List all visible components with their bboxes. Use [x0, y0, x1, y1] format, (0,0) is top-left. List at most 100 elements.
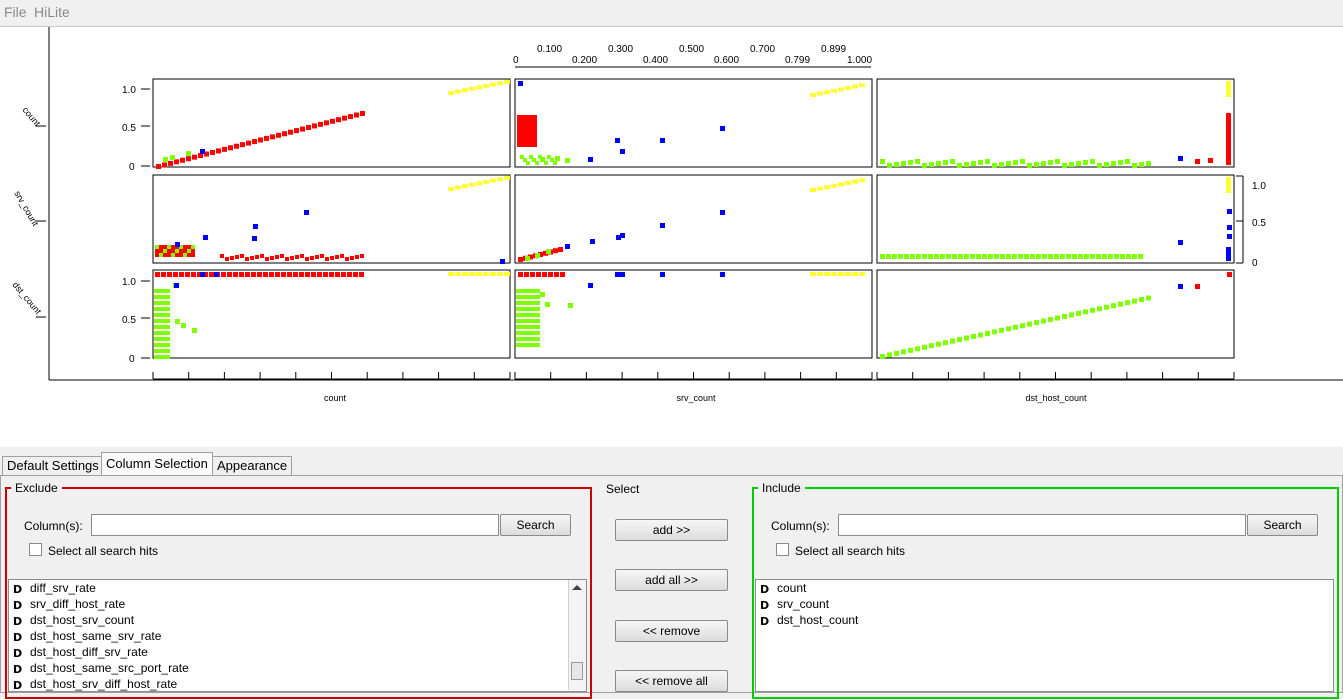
data-point — [162, 162, 167, 168]
data-point — [934, 254, 939, 259]
add-all-button[interactable]: add all >> — [615, 569, 728, 591]
data-point — [532, 319, 536, 323]
data-point — [529, 127, 533, 131]
data-point — [166, 343, 170, 347]
data-point — [880, 159, 885, 164]
data-point — [1048, 317, 1053, 323]
data-point — [341, 272, 346, 277]
data-point — [166, 337, 170, 341]
tab-appearance[interactable]: Appearance — [212, 456, 293, 475]
data-point — [985, 330, 990, 336]
menu-bar: File HiLite — [0, 0, 1343, 26]
exclude-select-all-checkbox[interactable] — [29, 543, 42, 556]
top-tick-label: 0.400 — [643, 55, 668, 66]
scroll-thumb[interactable] — [571, 662, 583, 680]
data-point — [228, 145, 233, 151]
data-point — [521, 127, 525, 131]
data-point — [838, 182, 844, 187]
exclude-columns-label: Column(s): — [24, 519, 83, 533]
scatter-matrix-view[interactable]: count srv_count dst_count 1.0 0.5 0 1.0 … — [0, 26, 1343, 447]
data-point — [270, 256, 274, 260]
data-point — [525, 256, 530, 261]
data-point — [154, 331, 158, 335]
data-point — [810, 188, 816, 192]
data-point — [615, 138, 620, 143]
include-search-input[interactable] — [838, 514, 1246, 536]
data-point — [221, 272, 226, 277]
data-point — [154, 295, 158, 299]
data-point — [524, 313, 528, 317]
data-point — [325, 257, 329, 261]
data-point — [174, 159, 179, 165]
data-point — [845, 86, 851, 90]
y-tick-label: 0 — [129, 162, 135, 173]
data-point — [533, 139, 537, 143]
data-point — [952, 254, 957, 259]
data-point — [330, 256, 334, 260]
data-point — [620, 272, 625, 277]
data-point — [1041, 318, 1046, 324]
data-point — [448, 91, 454, 95]
menu-file[interactable]: File — [4, 4, 27, 20]
remove-all-button[interactable]: << remove all — [615, 670, 728, 692]
menu-hilite[interactable]: HiLite — [34, 4, 70, 20]
data-point — [1069, 162, 1074, 167]
data-point — [191, 245, 195, 249]
data-point — [187, 249, 191, 253]
data-point — [214, 272, 219, 277]
data-point — [353, 272, 358, 277]
scroll-up-icon[interactable] — [572, 585, 582, 590]
data-point — [910, 254, 915, 259]
add-button[interactable]: add >> — [615, 519, 728, 541]
data-point — [163, 307, 167, 311]
data-point — [448, 187, 454, 191]
tab-default-settings[interactable]: Default Settings — [2, 456, 104, 475]
data-point — [1041, 161, 1046, 166]
data-point — [1083, 309, 1088, 315]
data-point — [1024, 254, 1029, 259]
data-point — [185, 272, 190, 277]
data-point — [565, 244, 570, 249]
data-point — [220, 254, 224, 258]
exclude-search-button[interactable]: Search — [500, 514, 571, 536]
data-point — [179, 249, 183, 253]
remove-button[interactable]: << remove — [615, 620, 728, 642]
data-point — [163, 289, 167, 293]
data-point — [524, 289, 528, 293]
data-point — [1146, 295, 1151, 301]
data-point — [281, 272, 286, 277]
data-point — [167, 272, 172, 277]
data-point — [520, 343, 524, 347]
tab-column-selection[interactable]: Column Selection — [101, 452, 213, 475]
data-point — [252, 139, 257, 145]
exclude-search-input[interactable] — [91, 514, 499, 536]
data-point — [901, 349, 906, 355]
data-point — [978, 332, 983, 338]
data-point — [180, 157, 185, 163]
exclude-list-scrollbar[interactable] — [568, 580, 586, 690]
data-point — [824, 185, 830, 190]
include-select-all-checkbox[interactable] — [776, 543, 789, 556]
scatter-matrix-svg[interactable]: count srv_count dst_count 1.0 0.5 0 1.0 … — [0, 27, 1343, 447]
data-point — [160, 355, 164, 359]
data-point — [318, 121, 323, 127]
data-point — [516, 301, 520, 305]
data-point — [988, 254, 993, 259]
data-point — [163, 249, 167, 253]
exclude-item-label: diff_srv_rate — [30, 581, 96, 595]
data-point — [1090, 159, 1095, 164]
include-search-button[interactable]: Search — [1247, 514, 1318, 536]
data-point — [280, 254, 284, 258]
